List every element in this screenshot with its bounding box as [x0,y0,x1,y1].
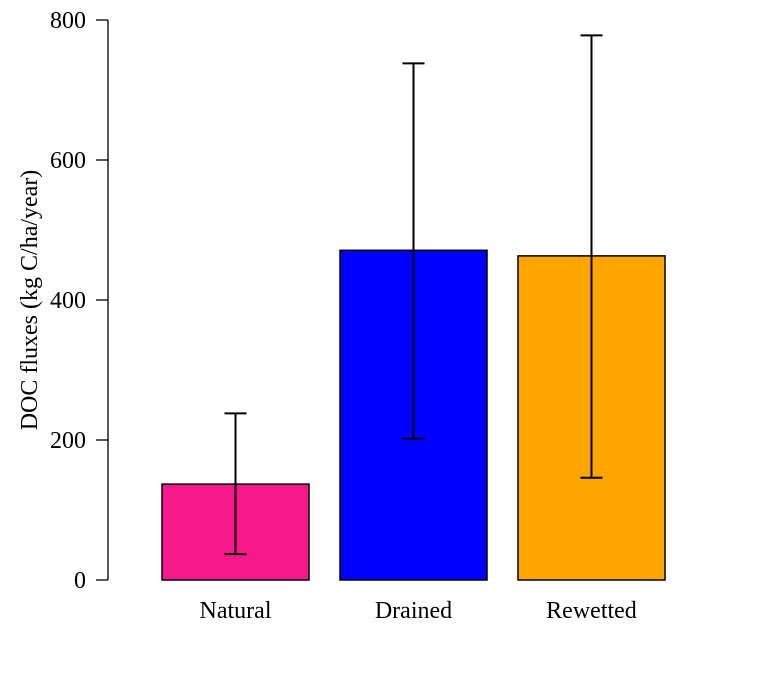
y-tick-label: 200 [50,428,86,454]
x-tick-label-rewetted: Rewetted [546,598,637,624]
error-bar-rewetted [580,34,603,479]
error-bars [224,34,603,556]
error-bar-drained [402,62,425,440]
x-tick-label-natural: Natural [200,598,272,624]
y-tick-label: 800 [50,8,86,34]
y-axis-title: DOC fluxes (kg C/ha/year) [17,170,43,431]
y-tick-label: 400 [50,288,86,314]
x-tick-label-drained: Drained [375,598,452,624]
y-tick-label: 600 [50,148,86,174]
x-axis-labels: Natural Drained Rewetted [200,598,637,624]
error-bar-natural [224,412,247,556]
y-tick-label: 0 [74,568,86,594]
y-axis: 0 200 400 600 800 [50,8,109,594]
